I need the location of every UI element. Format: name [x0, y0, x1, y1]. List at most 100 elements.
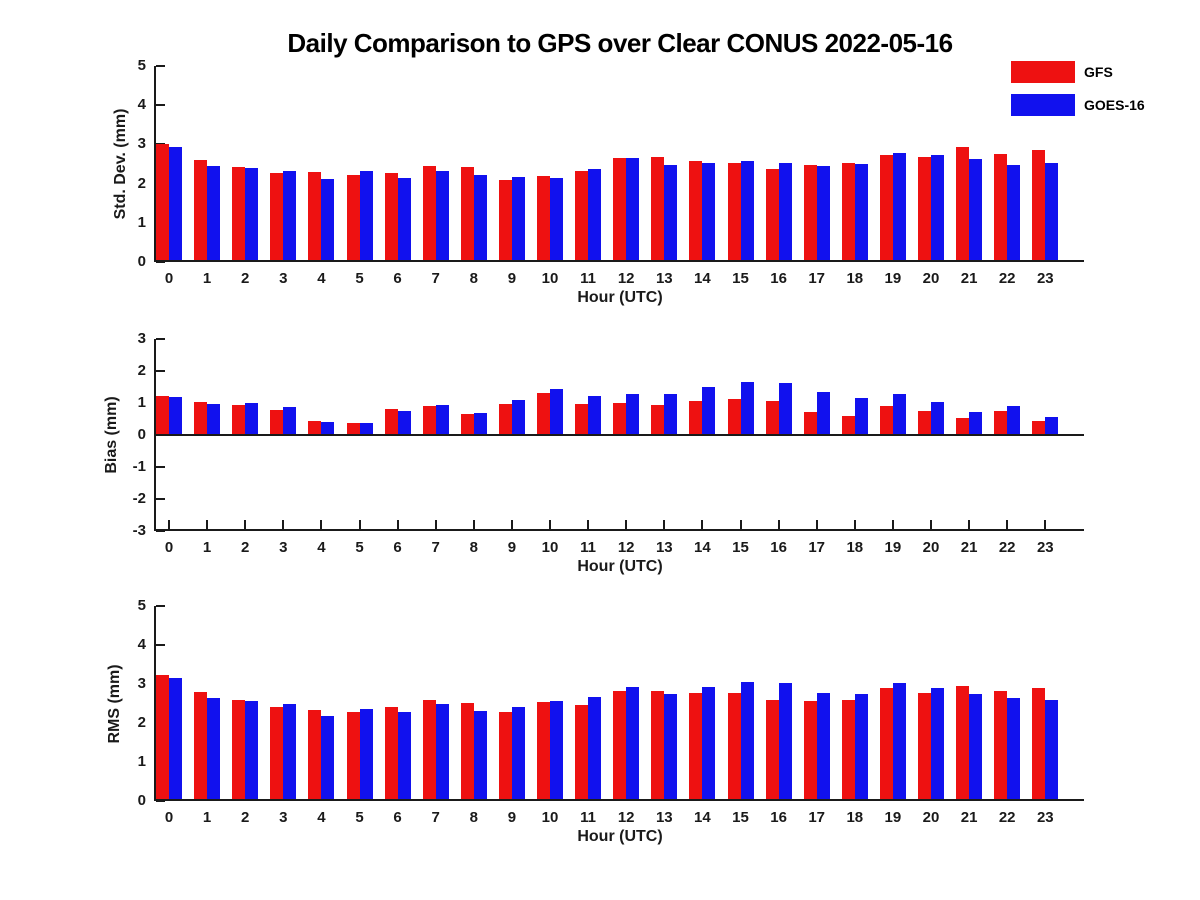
x-tick-label: 22	[998, 539, 1016, 556]
x-tick-label: 1	[202, 809, 212, 826]
goes16-bar	[664, 164, 678, 260]
goes16-bar	[245, 403, 259, 434]
x-tick-label: 16	[770, 539, 787, 556]
x-tick	[1006, 520, 1009, 529]
goes16-bar	[397, 410, 411, 434]
legend-label-goes16: GOES-16	[1084, 96, 1145, 113]
gfs-bar	[689, 401, 703, 434]
x-tick	[358, 520, 361, 529]
x-tick-label: 10	[541, 539, 559, 556]
x-tick-label: 8	[469, 539, 478, 556]
gfs-bar	[765, 169, 779, 260]
gfs-bar	[156, 396, 169, 434]
goes16-bar	[626, 394, 640, 434]
gfs-bar	[498, 179, 512, 260]
x-tick	[244, 520, 247, 529]
gfs-bar	[346, 712, 360, 799]
goes16-bar	[550, 388, 563, 434]
goes16-bar	[245, 167, 259, 260]
x-tick-label: 0	[164, 539, 174, 556]
x-tick-label: 1	[202, 539, 212, 556]
goes16-bar	[359, 423, 373, 434]
gfs-bar	[422, 699, 436, 799]
goes16-bar	[969, 412, 983, 434]
x-tick-label: 12	[617, 539, 635, 556]
gfs-bar	[956, 146, 970, 260]
gfs-bar	[575, 403, 589, 434]
gfs-bar	[232, 699, 246, 799]
y-tick	[156, 65, 165, 67]
gfs-bar	[879, 688, 893, 799]
chart-title: Daily Comparison to GPS over Clear CONUS…	[287, 28, 953, 58]
gfs-bar	[613, 690, 627, 799]
y-axis-spine	[154, 66, 156, 262]
x-tick	[853, 520, 856, 529]
x-tick-label: 21	[960, 270, 978, 287]
gfs-bar	[956, 685, 970, 799]
legend-label-gfs: GFS	[1084, 63, 1113, 80]
goes16-bar	[816, 692, 830, 799]
x-tick-label: 15	[732, 539, 749, 556]
goes16-bar	[702, 163, 716, 260]
stddev-y-axis-label: Std. Dev. (mm)	[112, 108, 129, 220]
x-tick-label: 17	[808, 809, 826, 826]
bias-y-axis-label: Bias (mm)	[103, 396, 120, 474]
y-tick	[156, 261, 165, 263]
gfs-bar	[994, 154, 1008, 260]
goes16-bar	[169, 397, 182, 434]
goes16-bar	[283, 170, 297, 260]
gfs-bar	[765, 400, 779, 434]
goes16-bar	[397, 712, 411, 799]
x-tick-label: 4	[317, 809, 326, 826]
gfs-bar	[232, 404, 246, 434]
rms-y-axis-label: RMS (mm)	[106, 663, 123, 744]
goes16-bar	[550, 701, 563, 799]
gfs-bar	[803, 411, 817, 434]
goes16-bar	[283, 407, 297, 434]
gfs-bar	[727, 692, 741, 799]
x-tick-label: 14	[694, 270, 711, 287]
gfs-bar	[994, 411, 1008, 434]
gfs-bar	[651, 156, 665, 260]
gfs-bar	[384, 707, 398, 799]
x-tick-label: 6	[393, 809, 402, 826]
goes16-bar	[626, 158, 640, 260]
goes16-bar	[1007, 698, 1021, 799]
goes16-bar	[664, 694, 678, 799]
y-axis-spine	[154, 339, 156, 531]
x-tick-label: 0	[164, 270, 174, 287]
gfs-bar	[460, 167, 474, 260]
gfs-bar	[1032, 420, 1046, 434]
goes16-bar	[550, 178, 563, 260]
goes16-bar	[854, 163, 868, 260]
x-tick-label: 19	[884, 270, 902, 287]
x-tick	[510, 520, 513, 529]
gfs-bar	[841, 416, 855, 434]
goes16-bar	[359, 170, 373, 260]
y-axis-spine	[154, 606, 156, 801]
goes16-bar	[778, 163, 792, 260]
goes16-bar	[740, 681, 754, 799]
stddev-x-axis-label: Hour (UTC)	[577, 289, 663, 306]
goes16-bar	[511, 707, 525, 799]
y-tick-label: -3	[132, 522, 146, 539]
goes16-bar	[245, 700, 259, 799]
goes16-bar	[931, 401, 944, 434]
x-tick-label: 18	[846, 539, 864, 556]
y-tick-label: 0	[137, 253, 146, 270]
x-tick-label: 3	[279, 270, 288, 287]
goes16-bar	[1045, 417, 1059, 434]
x-tick-label: 21	[960, 809, 978, 826]
goes16-bar	[473, 710, 487, 799]
y-tick	[156, 466, 165, 468]
y-tick	[156, 800, 165, 802]
x-tick-label: 5	[355, 270, 364, 287]
gfs-bar	[727, 399, 741, 434]
x-tick-label: 17	[808, 539, 826, 556]
gfs-bar	[575, 704, 589, 799]
x-tick-label: 3	[279, 809, 288, 826]
x-tick-label: 19	[884, 539, 902, 556]
y-tick	[156, 221, 165, 224]
